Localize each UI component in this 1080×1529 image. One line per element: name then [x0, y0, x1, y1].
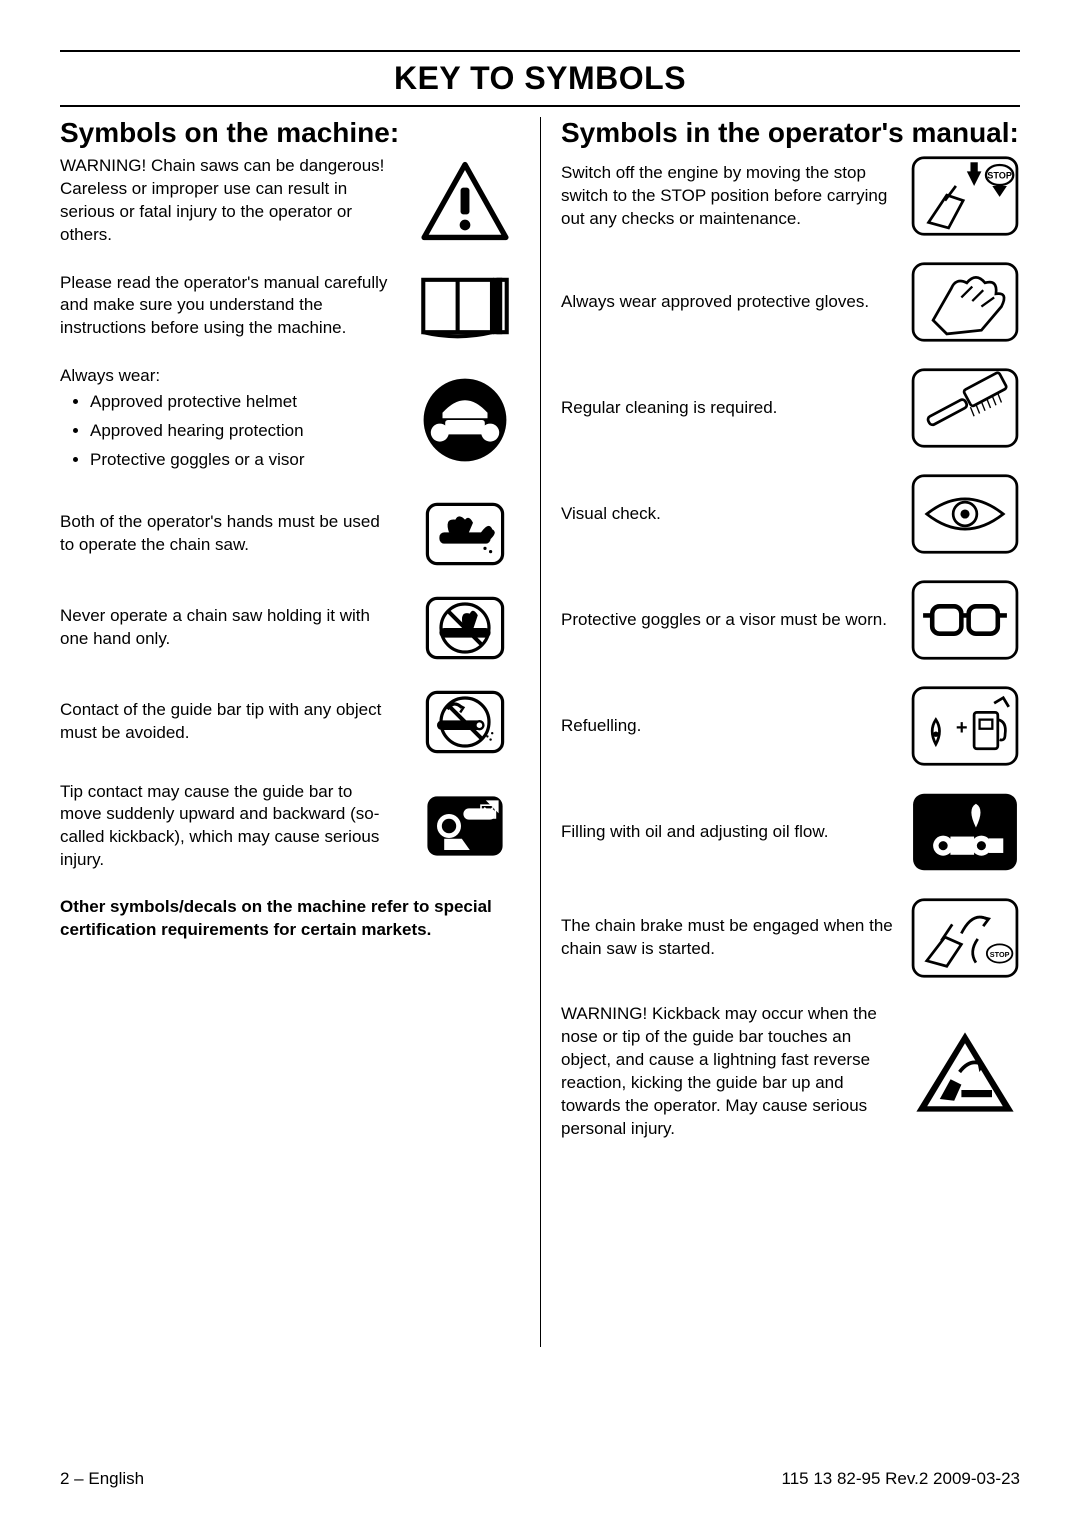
stop-switch-icon: STOP [910, 155, 1020, 237]
svg-text:+: + [956, 717, 968, 739]
entry-oil: Filling with oil and adjusting oil flow. [561, 791, 1020, 873]
svg-text:STOP: STOP [987, 171, 1012, 181]
oil-icon [910, 791, 1020, 873]
entry-no-tip-contact: Contact of the guide bar tip with any ob… [60, 687, 520, 757]
entry-text: Refuelling. [561, 715, 898, 738]
page-title: KEY TO SYMBOLS [60, 50, 1020, 107]
no-tip-contact-icon [410, 687, 520, 757]
manual-book-icon [410, 271, 520, 341]
entry-text: Please read the operator's manual carefu… [60, 272, 398, 341]
footer-page-number: 2 – English [60, 1469, 144, 1489]
svg-text:STOP: STOP [990, 950, 1010, 959]
entry-text: Switch off the engine by moving the stop… [561, 162, 898, 231]
entry-cleaning: Regular cleaning is required. [561, 367, 1020, 449]
entry-text: Protective goggles or a visor must be wo… [561, 609, 898, 632]
entry-refuelling: Refuelling. + [561, 685, 1020, 767]
entry-goggles: Protective goggles or a visor must be wo… [561, 579, 1020, 661]
entry-kickback-triangle: WARNING! Kickback may occur when the nos… [561, 1003, 1020, 1141]
entry-text: WARNING! Chain saws can be dangerous! Ca… [60, 155, 398, 247]
entry-manual: Please read the operator's manual carefu… [60, 271, 520, 341]
fuel-icon: + [910, 685, 1020, 767]
kickback-warning-icon [410, 791, 520, 861]
entry-visual-check: Visual check. [561, 473, 1020, 555]
list-item: Approved protective helmet [90, 388, 398, 417]
entry-text: The chain brake must be engaged when the… [561, 915, 898, 961]
entry-text: Tip contact may cause the guide bar to m… [60, 781, 398, 873]
entry-text: Never operate a chain saw holding it wit… [60, 605, 398, 651]
footer-revision: 115 13 82-95 Rev.2 2009-03-23 [782, 1469, 1021, 1489]
two-hands-icon [410, 499, 520, 569]
page-footer: 2 – English 115 13 82-95 Rev.2 2009-03-2… [60, 1469, 1020, 1489]
list-item: Protective goggles or a visor [90, 446, 398, 475]
eye-icon [910, 473, 1020, 555]
ppe-bullets: Approved protective helmet Approved hear… [60, 388, 398, 475]
cleaning-brush-icon [910, 367, 1020, 449]
certification-note: Other symbols/decals on the machine refe… [60, 896, 520, 942]
entry-stop-switch: Switch off the engine by moving the stop… [561, 155, 1020, 237]
entry-no-one-hand: Never operate a chain saw holding it wit… [60, 593, 520, 663]
entry-text: Visual check. [561, 503, 898, 526]
right-column: Symbols in the operator's manual: Switch… [540, 117, 1020, 1347]
entry-gloves: Always wear approved protective gloves. [561, 261, 1020, 343]
entry-text: WARNING! Kickback may occur when the nos… [561, 1003, 898, 1141]
entry-text: Always wear approved protective gloves. [561, 291, 898, 314]
no-one-hand-icon [410, 593, 520, 663]
entry-two-hands: Both of the operator's hands must be use… [60, 499, 520, 569]
entry-text: Always wear: Approved protective helmet … [60, 365, 398, 475]
goggles-icon [910, 579, 1020, 661]
helmet-ppe-icon [410, 375, 520, 465]
entry-text: Regular cleaning is required. [561, 397, 898, 420]
gloves-icon [910, 261, 1020, 343]
list-item: Approved hearing protection [90, 417, 398, 446]
left-column: Symbols on the machine: WARNING! Chain s… [60, 117, 540, 1347]
warning-triangle-icon [410, 161, 520, 241]
entry-text: Filling with oil and adjusting oil flow. [561, 821, 898, 844]
entry-kickback: Tip contact may cause the guide bar to m… [60, 781, 520, 873]
ppe-intro: Always wear: [60, 365, 398, 388]
entry-warning: WARNING! Chain saws can be dangerous! Ca… [60, 155, 520, 247]
entry-text: Both of the operator's hands must be use… [60, 511, 398, 557]
entry-chain-brake: The chain brake must be engaged when the… [561, 897, 1020, 979]
entry-ppe: Always wear: Approved protective helmet … [60, 365, 520, 475]
entry-text: Contact of the guide bar tip with any ob… [60, 699, 398, 745]
content-columns: Symbols on the machine: WARNING! Chain s… [60, 117, 1020, 1347]
kickback-triangle-icon [910, 1027, 1020, 1117]
left-heading: Symbols on the machine: [60, 117, 520, 149]
right-heading: Symbols in the operator's manual: [561, 117, 1020, 149]
chain-brake-icon: STOP [910, 897, 1020, 979]
